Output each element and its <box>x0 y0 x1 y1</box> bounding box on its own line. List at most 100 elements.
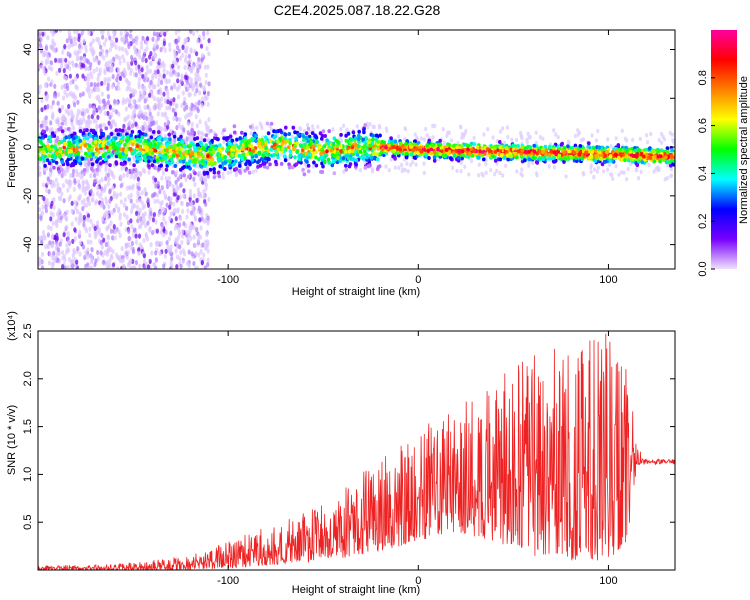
heatmap-cell <box>250 152 254 157</box>
heatmap-cell <box>159 47 163 53</box>
heatmap-cell <box>102 122 106 128</box>
heatmap-cell <box>438 138 442 143</box>
heatmap-cell <box>150 93 154 99</box>
heatmap-cell <box>85 228 89 234</box>
heatmap-cell <box>652 159 657 164</box>
heatmap-cell <box>403 168 407 173</box>
heatmap-cell <box>614 136 618 141</box>
heatmap-cell <box>82 214 86 221</box>
heatmap-cell <box>127 120 132 126</box>
heatmap-cell <box>491 135 495 140</box>
heatmap-cell <box>152 43 157 49</box>
heatmap-cell <box>58 67 62 73</box>
heatmap-cell <box>618 152 623 157</box>
heatmap-cell <box>151 130 156 134</box>
heatmap-cell <box>266 131 271 136</box>
heatmap-cell <box>192 106 196 112</box>
heatmap-cell <box>459 169 463 174</box>
heatmap-cell <box>154 177 158 183</box>
heatmap-cell <box>191 64 195 70</box>
heatmap-cell <box>190 210 194 216</box>
heatmap-cell <box>305 135 309 140</box>
heatmap-cell <box>106 181 110 187</box>
heatmap-cell <box>102 204 106 210</box>
heatmap-cell <box>84 108 88 114</box>
heatmap-cell <box>109 228 114 234</box>
heatmap-cell <box>131 249 136 255</box>
heatmap-cell <box>169 244 173 250</box>
heatmap-cell <box>117 85 121 91</box>
heatmap-cell <box>137 76 141 82</box>
heatmap-cell <box>39 64 44 70</box>
heatmap-cell <box>94 118 98 124</box>
heatmap-cell <box>86 81 90 87</box>
heatmap-cell <box>635 163 640 167</box>
heatmap-cell <box>158 97 162 103</box>
heatmap-cell <box>180 140 184 145</box>
heatmap-cell <box>134 260 138 266</box>
heatmap-cell <box>107 235 111 241</box>
heatmap-cell <box>108 258 112 264</box>
heatmap-cell <box>86 198 90 204</box>
heatmap-cell <box>115 77 119 83</box>
heatmap-cell <box>64 214 68 220</box>
heatmap-cell <box>538 135 543 140</box>
heatmap-cell <box>179 249 183 256</box>
heatmap-cell <box>63 265 67 269</box>
heatmap-cell <box>660 140 664 145</box>
heatmap-cell <box>108 189 112 195</box>
heatmap-cell <box>273 134 278 139</box>
figure-title: C2E4.2025.087.18.22.G28 <box>274 2 441 18</box>
heatmap-cell <box>327 129 332 134</box>
heatmap-cell <box>75 119 79 126</box>
heatmap-cell <box>39 123 44 128</box>
heatmap-cell <box>204 120 208 126</box>
heatmap-cell <box>199 152 204 157</box>
heatmap-cell <box>638 156 642 161</box>
heatmap-cell <box>52 197 56 203</box>
heatmap-cell <box>51 220 55 226</box>
heatmap-cell <box>98 123 102 129</box>
heatmap-cell <box>141 212 145 219</box>
heatmap-cell <box>108 114 112 120</box>
heatmap-cell <box>312 160 316 165</box>
heatmap-cell <box>159 102 163 108</box>
heatmap-cell <box>175 224 179 230</box>
heatmap-cell <box>463 164 467 169</box>
heatmap-cell <box>188 66 192 72</box>
heatmap-cell <box>108 35 112 41</box>
heatmap-cell <box>250 136 255 141</box>
heatmap-cell <box>185 214 189 220</box>
heatmap-marks <box>38 30 675 269</box>
heatmap-cell <box>132 154 136 160</box>
heatmap-cell <box>160 126 164 132</box>
heatmap-cell <box>129 218 133 224</box>
heatmap-cell <box>49 211 53 217</box>
heatmap-cell <box>175 239 179 245</box>
heatmap-cell <box>332 171 337 176</box>
heatmap-cell <box>170 85 174 91</box>
heatmap-cell <box>162 232 166 238</box>
heatmap-cell <box>111 107 115 113</box>
heatmap-cell <box>234 167 239 171</box>
heatmap-cell <box>105 226 109 232</box>
heatmap-cell <box>593 167 597 172</box>
heatmap-cell <box>329 148 334 153</box>
heatmap-cell <box>44 45 48 51</box>
heatmap-cell <box>46 243 50 249</box>
heatmap-cell <box>172 97 176 103</box>
heatmap-cell <box>75 171 79 177</box>
heatmap-cell <box>215 136 219 141</box>
heatmap-cell <box>102 55 106 61</box>
heatmap-cell <box>506 134 510 140</box>
heatmap-cell <box>500 153 504 158</box>
heatmap-cell <box>149 60 153 66</box>
heatmap-cell <box>288 149 293 154</box>
heatmap-cell <box>426 148 431 153</box>
heatmap-cell <box>126 61 130 67</box>
heatmap-cell <box>174 179 178 185</box>
heatmap-cell <box>221 171 225 177</box>
heatmap-cell <box>227 141 232 146</box>
heatmap-cell <box>147 164 151 170</box>
heatmap-cell <box>50 243 55 249</box>
